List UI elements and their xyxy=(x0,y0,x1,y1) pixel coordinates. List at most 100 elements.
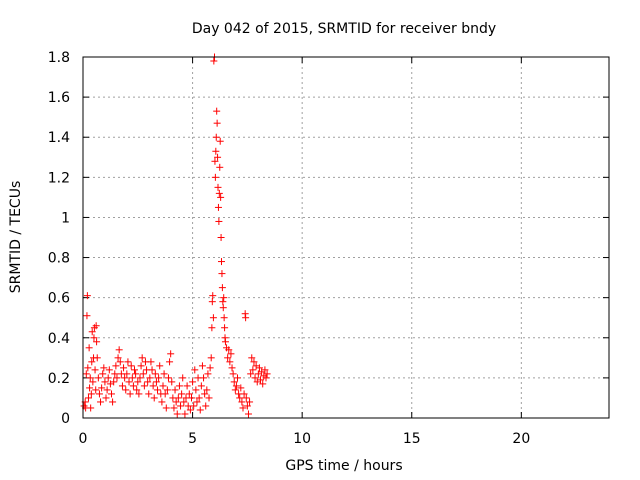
data-point xyxy=(234,374,242,382)
data-point xyxy=(183,382,191,390)
data-point xyxy=(239,404,247,412)
data-point xyxy=(149,382,157,390)
data-point xyxy=(113,374,121,382)
data-point xyxy=(137,362,145,370)
data-point xyxy=(124,358,132,366)
data-point xyxy=(209,314,217,322)
data-point xyxy=(123,370,131,378)
data-point xyxy=(242,314,250,322)
data-point xyxy=(217,193,225,201)
data-point xyxy=(84,364,92,372)
data-point xyxy=(168,378,176,386)
data-point xyxy=(219,298,227,306)
data-point xyxy=(94,374,102,382)
data-point xyxy=(228,364,236,372)
data-point xyxy=(154,386,162,394)
data-point xyxy=(220,294,228,302)
data-point xyxy=(155,374,163,382)
data-point xyxy=(88,328,96,336)
data-point xyxy=(203,386,211,394)
data-point xyxy=(134,378,142,386)
y-tick-label: 1.8 xyxy=(48,50,70,66)
data-point xyxy=(109,398,117,406)
data-point xyxy=(132,370,140,378)
data-point xyxy=(136,374,144,382)
data-point xyxy=(202,402,210,410)
x-tick-label: 15 xyxy=(403,431,421,447)
data-point xyxy=(90,334,98,342)
y-tick-label: 0.6 xyxy=(48,291,70,307)
data-point xyxy=(181,410,189,418)
data-point xyxy=(180,398,188,406)
chart-title: Day 042 of 2015, SRMTID for receiver bnd… xyxy=(192,21,496,37)
data-point xyxy=(100,364,108,372)
data-point xyxy=(86,384,94,392)
data-point xyxy=(133,386,141,394)
data-point xyxy=(242,394,250,402)
data-point xyxy=(173,410,181,418)
data-point xyxy=(198,362,206,370)
data-point xyxy=(249,366,257,374)
data-point xyxy=(237,384,245,392)
y-tick-label: 0.4 xyxy=(48,331,70,347)
data-point xyxy=(243,402,251,410)
data-point xyxy=(251,374,259,382)
data-point xyxy=(160,370,168,378)
data-point xyxy=(147,358,155,366)
data-point xyxy=(125,378,133,386)
data-point xyxy=(103,386,111,394)
data-point xyxy=(164,374,172,382)
data-point xyxy=(93,354,101,362)
y-tick-label: 0.8 xyxy=(48,251,70,267)
data-point xyxy=(114,354,122,362)
data-point xyxy=(171,386,179,394)
data-point xyxy=(191,366,199,374)
data-point xyxy=(227,350,235,358)
x-axis-ticks: 0 5 10 15 20 xyxy=(79,57,530,447)
y-tick-label: 0.2 xyxy=(48,371,70,387)
data-point xyxy=(210,57,218,65)
data-point xyxy=(112,362,120,370)
data-point xyxy=(214,203,222,211)
data-point xyxy=(200,374,208,382)
data-point xyxy=(192,386,200,394)
data-point xyxy=(204,370,212,378)
x-tick-label: 5 xyxy=(188,431,197,447)
data-point xyxy=(129,382,137,390)
data-point xyxy=(101,378,109,386)
data-point xyxy=(158,398,166,406)
data-point xyxy=(218,270,226,278)
x-axis-label: GPS time / hours xyxy=(285,458,402,474)
data-point xyxy=(231,386,239,394)
data-point xyxy=(226,358,234,366)
data-point xyxy=(186,406,194,414)
data-point xyxy=(91,366,99,374)
data-point xyxy=(190,402,198,410)
plot-area-frame xyxy=(82,56,610,419)
y-tick-label: 1.2 xyxy=(48,170,70,186)
data-point xyxy=(122,386,130,394)
data-point xyxy=(240,390,248,398)
data-point xyxy=(219,304,227,312)
data-point xyxy=(207,354,215,362)
data-point xyxy=(83,312,91,320)
data-point xyxy=(102,394,110,402)
data-point xyxy=(110,378,118,386)
data-point xyxy=(187,394,195,402)
data-point xyxy=(145,390,153,398)
data-point xyxy=(196,406,204,414)
data-point xyxy=(128,374,136,382)
data-point xyxy=(163,386,171,394)
data-point xyxy=(131,366,139,374)
data-point xyxy=(209,292,217,300)
data-point xyxy=(205,394,213,402)
data-point xyxy=(232,382,240,390)
data-point xyxy=(104,374,112,382)
data-point xyxy=(150,394,158,402)
y-tick-label: 1.6 xyxy=(48,90,70,106)
gridlines xyxy=(83,57,609,418)
data-point xyxy=(111,370,119,378)
data-point xyxy=(162,404,170,412)
data-point xyxy=(261,366,269,374)
data-point xyxy=(87,404,95,412)
